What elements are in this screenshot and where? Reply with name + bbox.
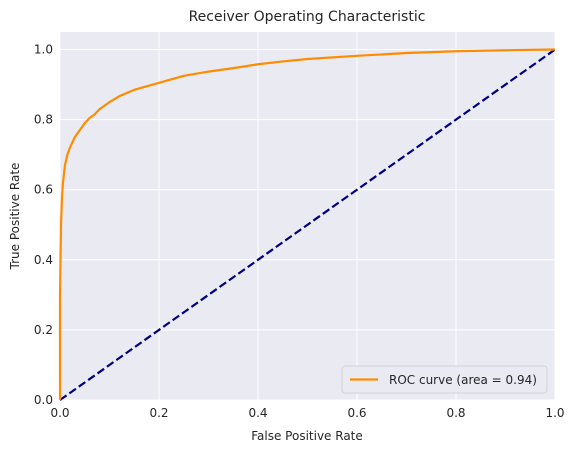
x-axis-label: False Positive Rate — [251, 429, 363, 443]
grid-lines — [59, 32, 556, 401]
legend-box — [341, 365, 548, 394]
y-tick-labels: 0.0 0.2 0.4 0.6 0.8 1.0 — [34, 43, 53, 407]
plot-background — [60, 32, 555, 400]
y-tick-label: 0.6 — [34, 183, 53, 197]
chart-title: Receiver Operating Characteristic — [189, 9, 426, 25]
x-tick-label: 0.2 — [149, 406, 168, 420]
legend-roc-label: ROC curve (area = 0.94) — [389, 373, 537, 387]
y-tick-label: 1.0 — [34, 43, 53, 57]
x-tick-label: 0.0 — [50, 406, 69, 420]
roc-curve-line — [58, 48, 556, 400]
series-layer — [58, 48, 556, 401]
baseline-diagonal-line — [59, 48, 556, 401]
x-tick-label: 0.6 — [347, 406, 366, 420]
y-tick-label: 0.0 — [34, 393, 53, 407]
x-tick-labels: 0.0 0.2 0.4 0.6 0.8 1.0 — [50, 406, 564, 420]
x-tick-label: 0.8 — [446, 406, 465, 420]
x-tick-label: 1.0 — [545, 406, 564, 420]
x-tick-label: 0.4 — [248, 406, 267, 420]
y-tick-label: 0.8 — [34, 113, 53, 127]
legend: ROC curve (area = 0.94) — [341, 365, 548, 394]
y-tick-label: 0.2 — [34, 323, 53, 337]
y-tick-label: 0.4 — [34, 253, 53, 267]
y-axis-label: True Positive Rate — [8, 163, 22, 271]
